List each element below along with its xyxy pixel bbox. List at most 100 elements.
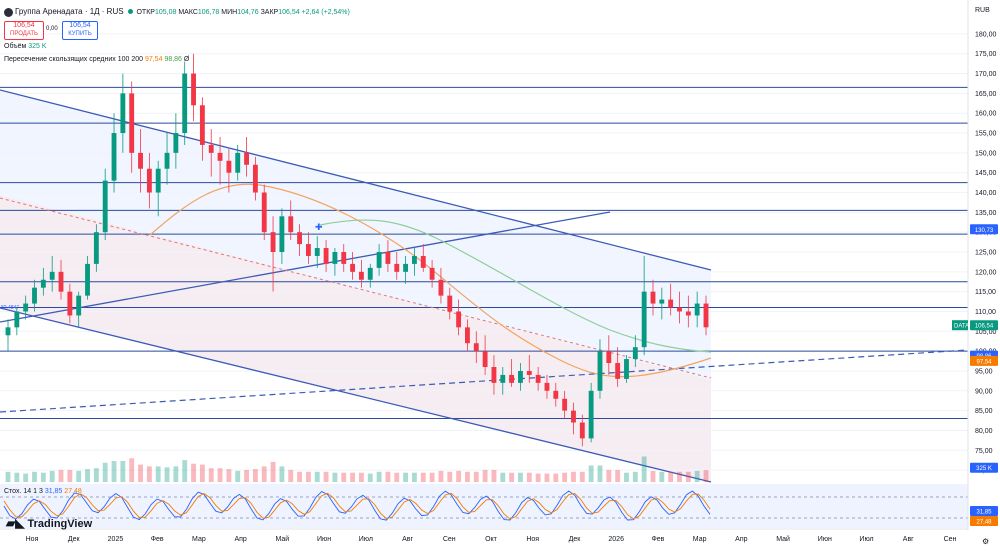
high-label: МАКС [178,9,198,16]
stochastic-pane [0,484,968,528]
candle-body [120,93,126,134]
volume-bar [367,473,373,482]
x-tick-label: Дек [68,536,81,543]
volume-bar [288,470,294,482]
candle-body [632,347,638,360]
buy-button[interactable]: 106,54 КУПИТЬ [62,21,98,40]
volume-bar [358,472,364,482]
candle-body [641,291,647,348]
volume-bar [58,470,64,482]
candle-body [5,327,11,336]
x-tick-label: Ноя [526,536,539,543]
sell-button[interactable]: 106,54 ПРОДАТЬ [4,21,44,40]
y-tick-label: 175,00 [975,51,997,58]
candle-body [703,303,709,328]
candle-body [535,374,541,383]
volume-bar [571,471,576,482]
candle-body [659,299,665,304]
candle-body [252,164,258,193]
candle-body [164,152,170,169]
candle-body [420,255,426,268]
x-tick-label: Авг [903,536,914,543]
candle-body [456,311,462,328]
candle-body [571,410,576,423]
ma100-value: 97,54 [144,56,163,63]
rising-trend-line [0,211,611,323]
x-tick-label: 2026 [608,536,624,543]
volume-bar [208,468,214,482]
y-tick-label: 120,00 [975,269,997,276]
candles[interactable] [5,53,709,447]
x-tick-label: Апр [735,536,747,543]
volume-bar [526,472,532,482]
candle-body [279,216,285,252]
x-tick-label: Май [776,535,790,543]
candle-body [624,359,629,379]
volume-bar [376,471,382,482]
volume-bar [314,471,320,482]
candle-body [668,299,674,308]
moving-averages [149,183,712,378]
candle-body [606,351,612,364]
y-tick-label: 115,00 [975,289,996,296]
settings-gear-icon[interactable]: ⚙ [982,537,990,546]
volume-bar [252,469,258,482]
channel-fill-upper [0,90,711,482]
volume-bar [14,472,20,482]
volume-bar [394,472,400,482]
volume-bar [429,472,435,482]
volume-bar [694,470,700,482]
hidden-eye-icon[interactable]: Ø [183,56,190,63]
volume-bar [270,461,276,482]
candle-body [544,382,550,391]
volume-bar [76,470,82,482]
x-tick-label: Июл [359,536,373,543]
volume-legend[interactable]: Объём 325 K [4,43,47,50]
volume-bar [244,470,249,482]
candle-body [297,232,302,245]
trend-lines[interactable]: ✚ [0,89,969,483]
volume-bar [509,472,515,482]
volume-value: 325 K [28,43,47,50]
buy-price: 106,54 [69,22,91,29]
symbol-title[interactable]: Группа Аренадата · 1Д · RUS [14,7,124,16]
candle-body [562,398,568,411]
dashed-median-line [0,197,712,379]
symbol-legend[interactable]: Группа Аренадата · 1Д · RUS ОТКР105,08 М… [4,7,350,17]
price-badge-label: 106,54 [975,324,994,330]
left-marker-label: 82.4847 [1,305,20,311]
candle-body [685,311,691,316]
volume-bar [164,467,170,482]
y-tick-label: 90,00 [975,388,993,395]
dashed-support-line [0,349,969,413]
ohlc-dot-icon [127,9,133,14]
volume-bar [40,472,46,482]
sell-price: 106,54 [13,22,35,29]
x-tick-label: Июн [818,536,832,543]
price-badge-label: 97,54 [976,359,992,365]
volume-bar [544,473,550,482]
channel-upper-line [0,89,712,271]
stoch-badge-label: 31,85 [976,510,992,516]
ma-cross-legend[interactable]: Пересечение скользящих средних 100 200 9… [4,56,189,63]
volume-bar [562,472,568,482]
y-tick-label: 160,00 [975,111,997,118]
x-tick-label: Фев [151,536,164,543]
tradingview-logo[interactable]: ▰◣ TradingView [6,516,92,530]
stochastic-legend[interactable]: Стох. 14 1 3 31,85 27,48 [4,488,82,495]
x-tick-label: Май [276,535,290,543]
stoch-badge-label: 27,48 [976,520,992,526]
volume-bar [305,471,311,482]
volume-bar [341,472,347,482]
y-tick-label: 165,00 [975,91,997,98]
volume-bar [597,465,603,482]
y-tick-label: 110,00 [975,309,996,316]
candle-body [394,263,400,272]
volume-bar [226,469,232,482]
x-tick-label: 2025 [108,536,124,543]
candle-body [358,271,364,280]
candle-body [650,291,656,304]
candle-body [191,73,196,106]
currency-label[interactable]: RUB [975,7,990,14]
